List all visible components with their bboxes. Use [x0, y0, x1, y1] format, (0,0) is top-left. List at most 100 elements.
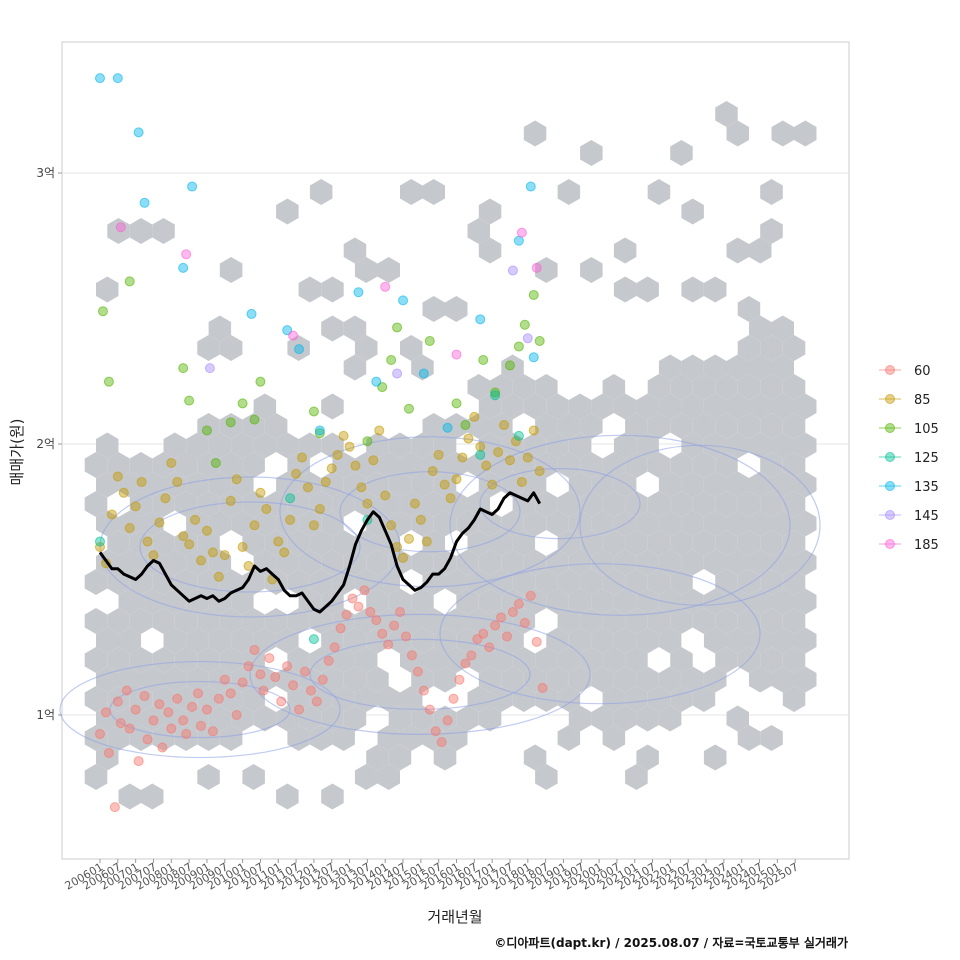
hex-cell [388, 627, 412, 654]
legend-key-point [885, 423, 895, 433]
hex-cell [377, 764, 400, 790]
hex-cell [152, 608, 175, 634]
hex-cell [490, 374, 513, 400]
hex-cell [647, 413, 671, 439]
point-135 [95, 73, 105, 84]
hex-cell [737, 296, 761, 322]
hex-cell [276, 705, 299, 732]
point-105 [513, 341, 524, 352]
hex-cell [118, 549, 141, 576]
hex-cell [636, 666, 659, 693]
point-60 [359, 585, 370, 596]
hex-cell [400, 452, 423, 478]
hex-cell [332, 491, 355, 517]
hex-cell [287, 686, 310, 712]
hex-cell [602, 569, 626, 595]
hex-cell [163, 627, 187, 654]
hex-cell [658, 393, 682, 420]
trend-line [98, 491, 542, 614]
hex-cell [377, 686, 400, 712]
hex-cell [152, 725, 175, 751]
point-105 [362, 436, 373, 447]
hex-cell [208, 549, 232, 576]
hex-cell [703, 471, 727, 498]
hex-cell [625, 530, 648, 556]
hex-cell [557, 179, 581, 205]
hex-cell [647, 179, 671, 205]
hex-cell [242, 608, 265, 634]
hex-cell [467, 530, 490, 556]
point-60 [496, 612, 507, 623]
hex-cell [794, 588, 817, 615]
hex-cell [445, 569, 468, 595]
point-60 [294, 704, 305, 715]
hex-cell [568, 666, 592, 693]
density-contour [139, 501, 361, 593]
point-105 [308, 406, 319, 417]
point-85 [231, 474, 242, 485]
point-85 [124, 523, 135, 534]
point-60 [288, 680, 299, 691]
hex-cell [400, 179, 423, 205]
hex-cell [141, 666, 164, 693]
point-135 [187, 181, 198, 192]
point-185 [451, 349, 462, 360]
point-60 [282, 661, 293, 672]
hex-cell [794, 666, 817, 693]
point-85 [106, 509, 117, 520]
hex-cell [658, 354, 682, 381]
legend-label: 85 [914, 393, 931, 408]
point-105 [424, 336, 435, 347]
hex-cell [309, 569, 333, 595]
hex-cell [478, 666, 502, 693]
point-85 [439, 479, 450, 490]
point-105 [460, 420, 471, 431]
point-60 [395, 607, 406, 618]
point-85 [314, 504, 325, 515]
point-185 [516, 227, 527, 238]
hex-cell [467, 413, 490, 439]
hex-cell [433, 432, 457, 459]
hex-cell [692, 413, 716, 439]
hex-cell [388, 471, 412, 498]
hex-cell [715, 101, 738, 127]
point-105 [519, 319, 530, 330]
hex-cell [129, 608, 153, 634]
hex-cell [84, 686, 108, 712]
hex-cell [433, 666, 457, 693]
legend-key-point [885, 539, 895, 549]
point-60 [347, 593, 358, 604]
hex-cell [737, 335, 761, 361]
hex-cell [456, 510, 479, 537]
point-85 [421, 536, 432, 547]
legend-label: 60 [914, 364, 931, 379]
hex-cell [625, 569, 648, 595]
hex-cell [118, 666, 141, 693]
hex-cell [557, 491, 581, 517]
point-60 [478, 628, 489, 639]
hex-cell [186, 588, 209, 615]
hex-cell [703, 666, 727, 693]
point-60 [157, 742, 168, 753]
hex-cell [602, 452, 626, 478]
hex-cell [422, 569, 445, 595]
hex-cell [568, 393, 592, 420]
legend-item-145: 145 [879, 509, 939, 524]
point-60 [305, 685, 316, 696]
hex-cell [726, 549, 749, 576]
hex-cell [737, 530, 761, 556]
point-85 [469, 411, 480, 422]
legend-item-125: 125 [879, 451, 939, 466]
hex-cell [512, 686, 536, 712]
hex-cell [681, 510, 704, 537]
point-135 [139, 197, 150, 208]
point-105 [255, 376, 266, 387]
hex-cell [546, 432, 569, 459]
point-85 [160, 493, 171, 504]
hex-cell [715, 569, 738, 595]
hex-cell [197, 608, 220, 634]
hex-cell [591, 588, 614, 615]
hex-cell [749, 549, 772, 576]
point-60 [237, 677, 248, 688]
hex-cell [321, 315, 344, 342]
